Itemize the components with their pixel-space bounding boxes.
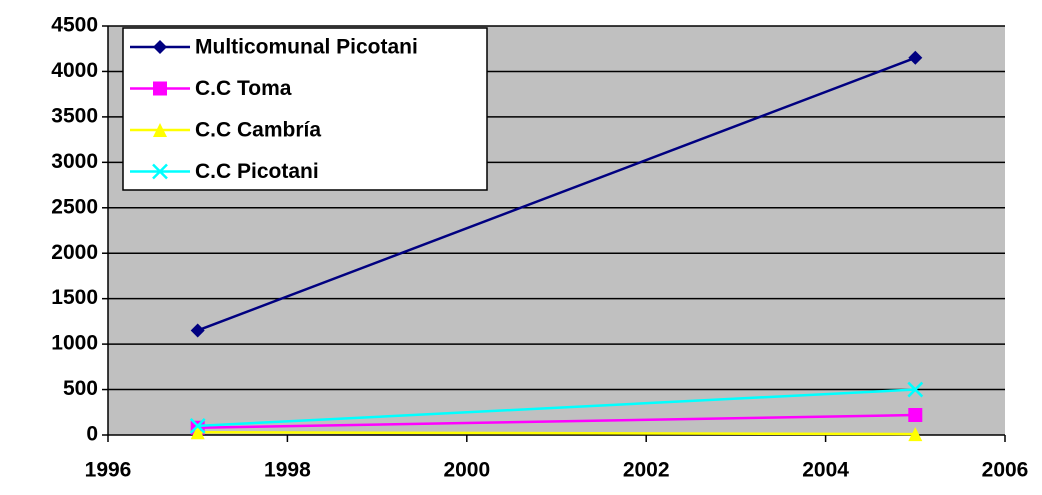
legend-label: Multicomunal Picotani [195, 36, 418, 59]
series-line [197, 388, 916, 428]
legend-marker [153, 40, 167, 54]
x-tick-label: 2006 [982, 459, 1029, 482]
marker [189, 418, 206, 434]
y-tick-label: 3500 [51, 104, 98, 127]
y-tick-label: 2500 [51, 195, 98, 218]
legend-marker [152, 163, 168, 180]
x-tick-label: 1998 [264, 459, 311, 482]
y-tick-label: 500 [63, 377, 98, 400]
series-line [197, 56, 916, 332]
marker [908, 50, 923, 65]
x-tick-label: 2004 [802, 459, 849, 482]
y-tick-label: 4500 [51, 14, 98, 37]
y-tick-label: 0 [86, 423, 98, 446]
marker [190, 323, 205, 338]
y-tick-label: 1500 [51, 286, 98, 309]
x-tick-label: 1996 [85, 459, 132, 482]
series-line [197, 413, 916, 429]
legend [122, 27, 488, 191]
legend-label: C.C Picotani [195, 160, 319, 183]
y-tick-label: 4000 [51, 59, 98, 82]
marker [190, 425, 205, 440]
x-tick-label: 2002 [623, 459, 670, 482]
legend-label: C.C Cambría [195, 119, 321, 142]
y-tick-label: 1000 [51, 332, 98, 355]
x-tick-label: 2000 [443, 459, 490, 482]
y-tick-label: 3000 [51, 150, 98, 173]
marker [908, 427, 923, 442]
series-line [197, 431, 916, 436]
marker [908, 408, 923, 423]
y-tick-label: 2000 [51, 241, 98, 264]
legend-marker [153, 123, 167, 137]
legend-marker [153, 81, 167, 96]
marker [907, 381, 924, 398]
legend-label: C.C Toma [195, 77, 292, 100]
